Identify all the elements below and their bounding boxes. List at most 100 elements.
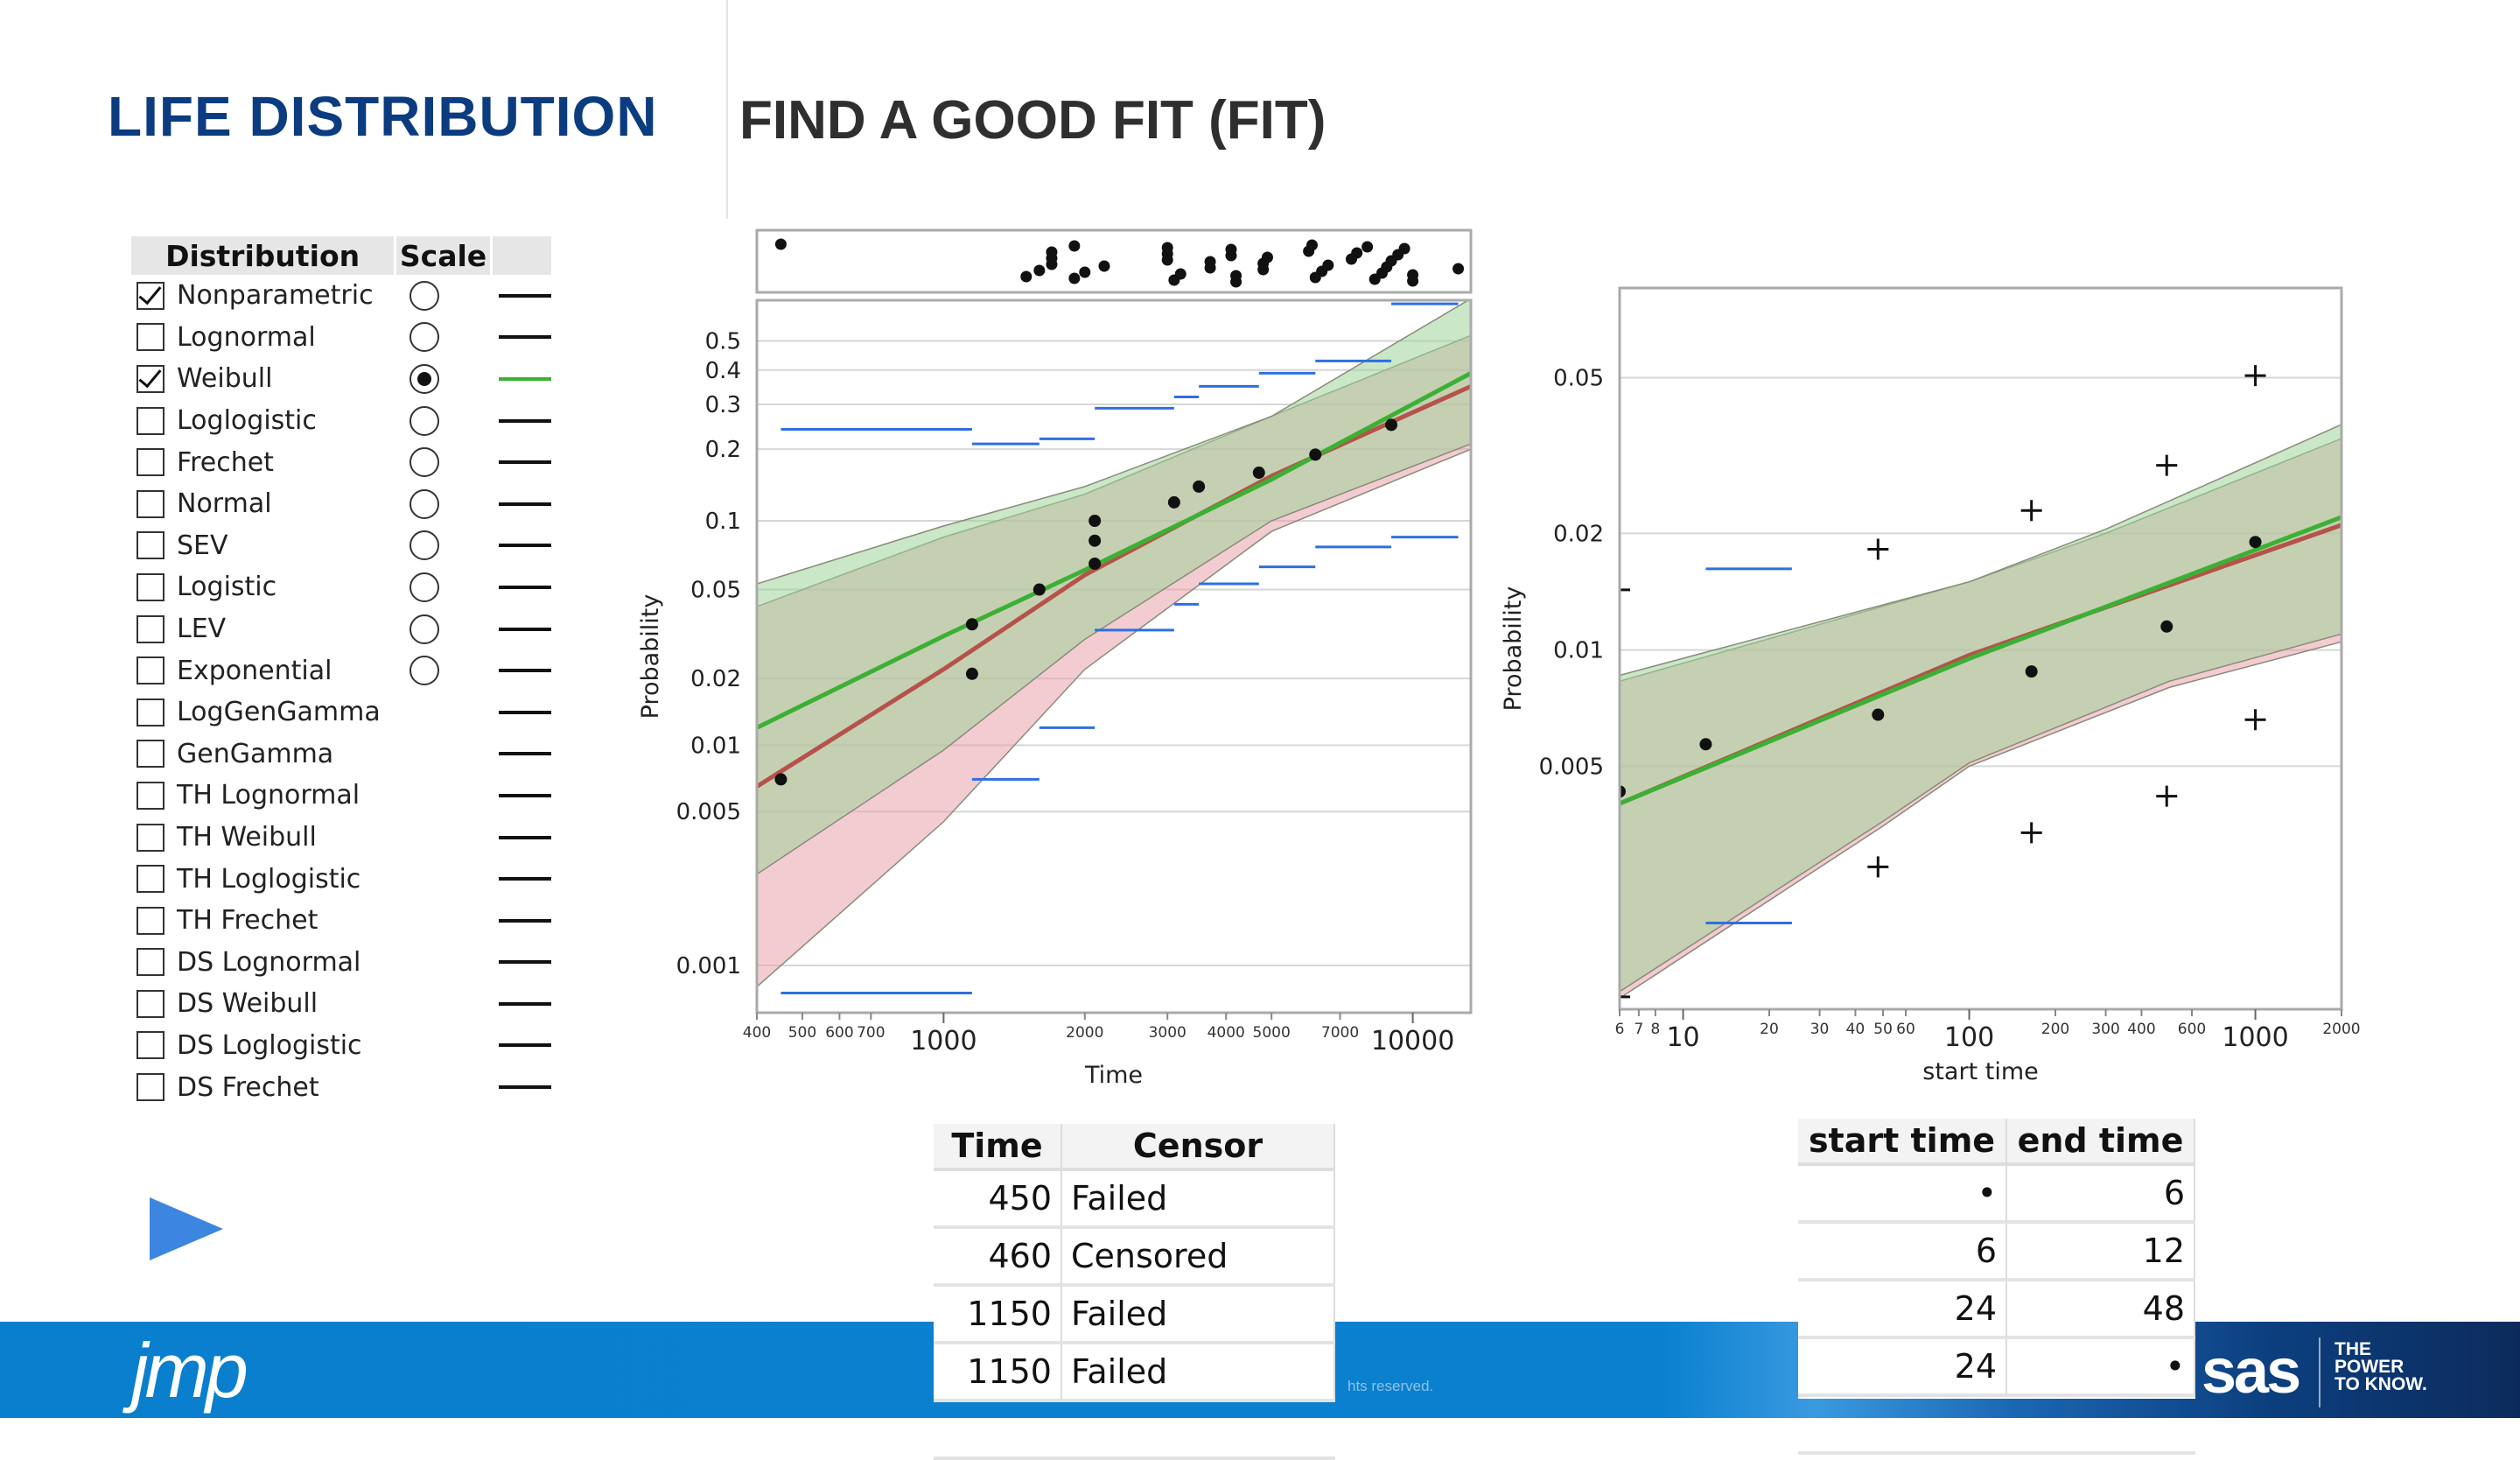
table-cell: Failed [1062, 1287, 1335, 1341]
distribution-checkbox[interactable] [136, 989, 164, 1018]
line-color-swatch[interactable] [499, 669, 551, 673]
distribution-checkbox[interactable] [136, 906, 164, 935]
y-tick-label: 0.01 [690, 733, 741, 759]
x-tick-label: 50 [1873, 1021, 1893, 1038]
strip-point [1161, 242, 1173, 254]
distribution-checkbox[interactable] [136, 1073, 164, 1102]
distribution-checkbox[interactable] [136, 448, 164, 477]
scale-radio[interactable] [410, 363, 439, 394]
line-color-swatch[interactable] [499, 752, 551, 756]
distribution-row: TH Lognormal [131, 775, 551, 817]
y-tick-label: 0.3 [705, 392, 741, 418]
line-color-swatch[interactable] [499, 1085, 551, 1090]
line-color-swatch[interactable] [499, 627, 551, 631]
scale-radio[interactable] [410, 572, 439, 602]
table-cell: 1150 [934, 1287, 1062, 1341]
x-tick-label: 7 [1634, 1021, 1643, 1038]
scale-cell [402, 405, 499, 436]
distribution-checkbox[interactable] [136, 489, 164, 518]
data-point [774, 773, 788, 786]
line-color-swatch[interactable] [499, 585, 551, 589]
line-color-swatch[interactable] [499, 544, 551, 548]
scale-radio[interactable] [410, 488, 439, 519]
line-color-swatch[interactable] [499, 918, 551, 923]
line-color-swatch[interactable] [499, 960, 551, 965]
distribution-checkbox[interactable] [136, 740, 164, 769]
distribution-checkbox[interactable] [136, 656, 164, 685]
line-color-swatch[interactable] [499, 835, 551, 839]
distribution-row: Logistic [131, 566, 551, 608]
sas-logo: sas [2202, 1337, 2301, 1407]
x-tick-label-major: 10000 [1371, 1026, 1454, 1056]
distribution-checkbox[interactable] [136, 1031, 164, 1060]
line-color-swatch[interactable] [499, 1001, 551, 1006]
start-time-probability-plot: 0.005 0.01 0.02 0.05 6 7 8 20 30 40 50 60 200 300 400 6… [1500, 286, 2361, 1085]
data-point [1032, 583, 1046, 596]
scale-radio[interactable] [410, 405, 439, 436]
scale-radio[interactable] [410, 447, 439, 478]
line-color-swatch[interactable] [499, 460, 551, 465]
distribution-checkbox[interactable] [136, 614, 164, 643]
scale-radio[interactable] [410, 530, 439, 561]
x-tick-label-major: 1000 [2222, 1022, 2288, 1053]
column-header: Time [934, 1124, 1062, 1168]
scale-radio[interactable] [410, 656, 439, 686]
distribution-checkbox[interactable] [136, 406, 164, 435]
strip-point [1261, 251, 1273, 263]
scale-radio[interactable] [410, 614, 439, 644]
strip-point [1362, 241, 1374, 253]
interval-marker [2156, 785, 2178, 807]
table-row: 6 12 [1798, 1224, 2195, 1281]
distribution-checkbox[interactable] [136, 572, 164, 601]
distribution-checkbox[interactable] [136, 281, 164, 310]
distribution-checkbox[interactable] [136, 531, 164, 560]
column-header: end time [2007, 1119, 2195, 1162]
line-color-swatch[interactable] [499, 877, 551, 881]
strip-point [1079, 266, 1091, 278]
scale-radio[interactable] [410, 322, 439, 353]
line-color-swatch[interactable] [499, 418, 551, 423]
distribution-label: Logistic [177, 572, 277, 603]
distribution-checkbox[interactable] [136, 364, 164, 393]
distribution-row: DS Loglogistic [131, 1025, 551, 1067]
table-row: 460 Censored [934, 1229, 1335, 1287]
line-color-swatch[interactable] [499, 793, 551, 797]
distribution-checkbox[interactable] [136, 865, 164, 894]
distribution-row: LEV [131, 608, 551, 650]
x-tick-label: 3000 [1149, 1024, 1186, 1042]
distribution-label: Exponential [177, 655, 332, 686]
distribution-checkbox[interactable] [136, 323, 164, 352]
line-color-swatch[interactable] [499, 710, 551, 714]
line-color-swatch[interactable] [499, 502, 551, 506]
distribution-checkbox[interactable] [136, 948, 164, 977]
distribution-label: TH Weibull [177, 822, 317, 853]
x-tick-label: 2000 [1066, 1024, 1103, 1042]
y-tick-label: 0.02 [690, 666, 741, 692]
title-divider [726, 0, 728, 219]
table-cell: 460 [934, 1229, 1062, 1283]
line-color-swatch[interactable] [499, 293, 551, 298]
play-icon[interactable] [150, 1197, 223, 1260]
line-color-swatch[interactable] [499, 335, 551, 340]
scale-radio[interactable] [410, 280, 439, 311]
distribution-row: TH Loglogistic [131, 858, 551, 900]
distribution-checkbox[interactable] [136, 698, 164, 726]
interval-marker [1620, 986, 1630, 1007]
distribution-checkbox[interactable] [136, 781, 164, 810]
strip-point [1068, 272, 1081, 284]
strip-point [1322, 259, 1334, 271]
distribution-row: Exponential [131, 649, 551, 691]
x-axis-label: Time [1084, 1062, 1143, 1089]
strip-point [1306, 239, 1318, 251]
y-tick-label: 0.005 [676, 799, 741, 825]
line-color-swatch[interactable] [499, 376, 551, 381]
logo-divider [2319, 1337, 2320, 1407]
line-color-swatch[interactable] [499, 1043, 551, 1048]
distribution-row: DS Weibull [131, 983, 551, 1025]
distribution-row: TH Frechet [131, 900, 551, 942]
distribution-checkbox[interactable] [136, 823, 164, 852]
fit-line [1620, 515, 2342, 806]
data-point [1193, 480, 1206, 493]
y-axis-label: Probability [1500, 586, 1527, 712]
interval-marker [2020, 822, 2042, 844]
